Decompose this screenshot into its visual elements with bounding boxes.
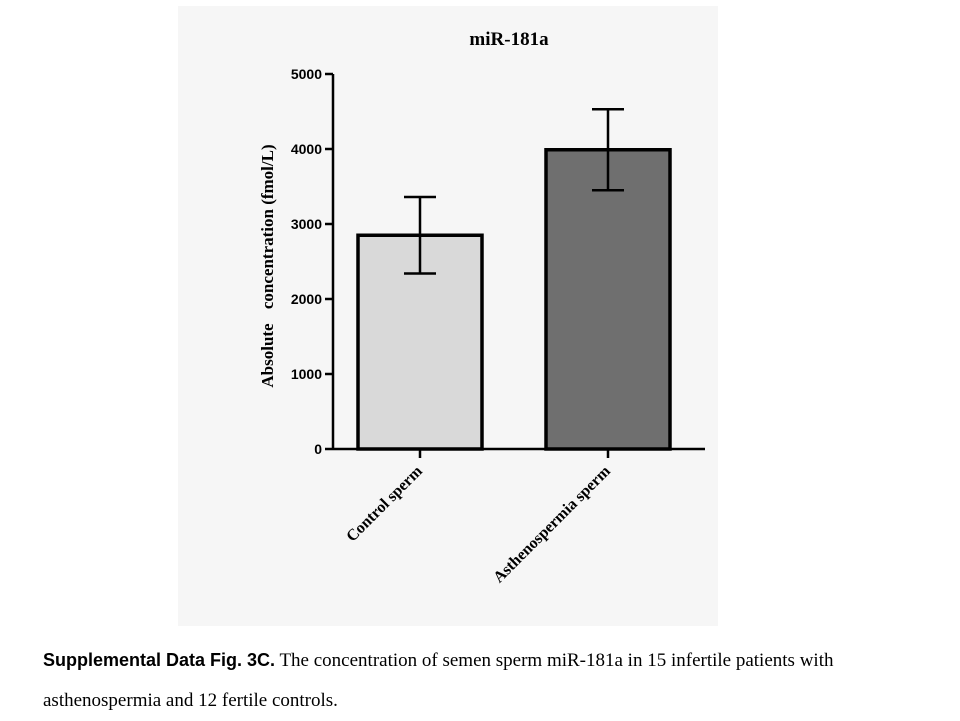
y-tick-label: 0 xyxy=(314,441,322,457)
bar-chart: miR-181a Absolute concentration (fmol/L)… xyxy=(258,29,705,586)
caption-text: The concentration of semen sperm miR-181… xyxy=(43,650,834,711)
x-tick-label: Asthenospermia sperm xyxy=(490,462,614,586)
bar xyxy=(544,148,672,451)
y-tick-label: 4000 xyxy=(291,141,322,157)
y-axis-label: Absolute concentration (fmol/L) xyxy=(258,144,277,387)
bars-group xyxy=(356,148,672,451)
y-tick-label: 2000 xyxy=(291,291,322,307)
figure-panel: miR-181a Absolute concentration (fmol/L)… xyxy=(178,6,718,626)
y-tick-label: 1000 xyxy=(291,366,322,382)
x-tick-label: Control sperm xyxy=(343,462,426,545)
y-axis-label-rest: concentration (fmol/L) xyxy=(258,144,277,309)
category-labels-group: Control sperm Asthenospermia sperm xyxy=(343,449,614,586)
y-tick-label: 3000 xyxy=(291,216,322,232)
error-bars-group xyxy=(404,108,624,275)
y-ticks-group: 0 1000 2000 3000 4000 5000 xyxy=(291,66,333,457)
chart-title: miR-181a xyxy=(469,29,549,50)
y-tick-label: 5000 xyxy=(291,66,322,82)
figure-caption: Supplemental Data Fig. 3C. The concentra… xyxy=(43,640,948,721)
y-axis-label-prefix: Absolute xyxy=(258,323,277,388)
caption-label: Supplemental Data Fig. 3C. xyxy=(43,650,276,670)
svg-text:Absolute concentration: Absolute concentration (fmol/L) xyxy=(258,144,277,387)
